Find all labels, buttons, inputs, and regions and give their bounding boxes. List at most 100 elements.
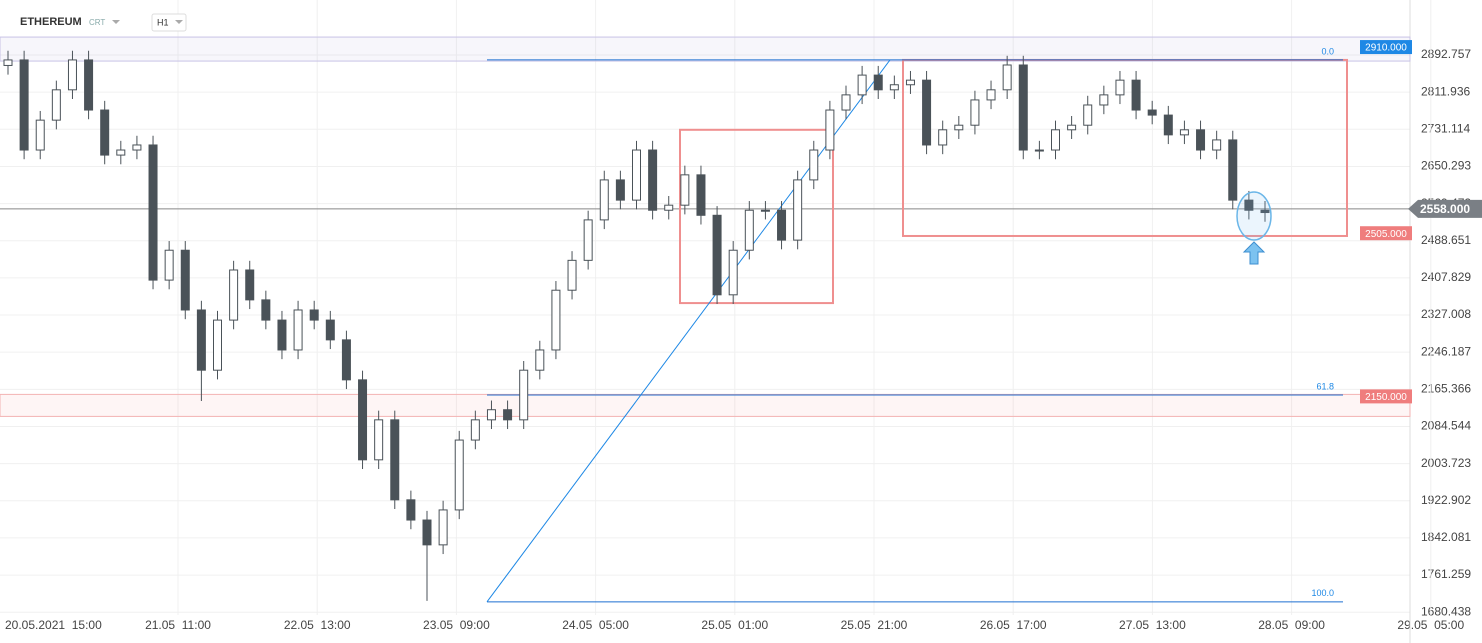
candle-body <box>486 409 496 421</box>
candle-body <box>438 509 448 546</box>
candle-body <box>422 519 432 546</box>
candle-body <box>341 339 351 381</box>
candle-body <box>213 319 222 371</box>
y-tick-label: 1761.259 <box>1421 567 1471 581</box>
candle-body <box>857 74 867 96</box>
x-tick-label: 26.05 17:00 <box>980 618 1047 632</box>
candle-body <box>1002 64 1012 91</box>
price-tag-label: 2910.000 <box>1365 43 1407 54</box>
candle-body <box>519 369 529 421</box>
y-tick-label: 2731.114 <box>1421 121 1470 135</box>
candle-body <box>503 409 513 421</box>
y-tick-label: 2811.936 <box>1421 84 1470 98</box>
candle-body <box>1163 114 1173 136</box>
candle-body <box>873 74 883 91</box>
price-tag <box>1360 40 1412 55</box>
candle-body <box>116 149 126 156</box>
candle-body <box>1196 129 1206 151</box>
candle-body <box>1212 139 1222 151</box>
symbol: ETHEREUM <box>20 16 82 28</box>
candle-body <box>696 174 706 216</box>
candle-body <box>728 249 738 296</box>
candle-body <box>1228 139 1238 201</box>
candle-body <box>1147 109 1157 116</box>
candle-body <box>744 209 754 251</box>
candle-body <box>760 209 770 212</box>
x-tick-label: 29.05 05:00 <box>1397 618 1464 632</box>
x-tick-label: 27.05 13:00 <box>1119 618 1186 632</box>
range-box <box>679 128 834 305</box>
candle-body <box>922 79 932 146</box>
y-tick-label: 1680.438 <box>1421 604 1471 618</box>
price-tag-label: 2505.000 <box>1365 229 1407 240</box>
candle-body <box>1083 104 1093 126</box>
candle-body <box>583 219 593 261</box>
price-tag-label: 2558.000 <box>1420 202 1470 216</box>
candle-body <box>889 84 899 91</box>
dropdown-icon[interactable] <box>175 20 183 24</box>
candle-body <box>84 59 94 111</box>
candle-body <box>551 289 561 351</box>
candle-body <box>535 349 545 371</box>
x-tick-label: 22.05 13:00 <box>284 618 351 632</box>
candle-body <box>712 214 722 296</box>
candle-body <box>51 89 61 121</box>
candle-body <box>3 59 13 66</box>
dropdown-icon[interactable] <box>112 20 120 24</box>
candle-body <box>35 119 45 151</box>
candle-body <box>277 319 287 351</box>
y-tick-label: 1842.081 <box>1421 530 1471 544</box>
candle-body <box>986 89 996 101</box>
highlight-circle <box>1236 191 1272 241</box>
x-tick-label: 28.05 09:00 <box>1258 618 1325 632</box>
x-tick-label: 24.05 05:00 <box>562 618 629 632</box>
price-tag <box>1360 226 1412 241</box>
candle-body <box>905 79 915 86</box>
interval-select[interactable] <box>151 13 187 32</box>
candle-body <box>148 144 158 281</box>
y-tick-label: 2084.544 <box>1421 419 1471 433</box>
candle-body <box>196 309 206 371</box>
candle-body <box>1034 149 1044 152</box>
candle-body <box>67 59 77 91</box>
candle-body <box>825 109 835 151</box>
candle-body <box>358 379 368 461</box>
y-tick-label: 1922.902 <box>1421 493 1471 507</box>
x-tick-label: 23.05 09:00 <box>423 618 490 632</box>
candle-body <box>229 269 239 321</box>
candle-body <box>954 124 964 131</box>
fib-label: 61.8 <box>1316 381 1334 391</box>
y-tick-label: 2650.293 <box>1421 159 1471 173</box>
candle-body <box>19 59 29 151</box>
zone-band <box>0 393 1411 417</box>
y-tick-label: 2892.757 <box>1421 47 1471 61</box>
trend-line <box>486 59 891 603</box>
y-tick-label: 2488.651 <box>1421 233 1471 247</box>
candle-body <box>615 179 625 201</box>
y-tick-label: 2407.829 <box>1421 270 1471 284</box>
candle-body <box>309 309 319 321</box>
candle-body <box>100 109 110 156</box>
price-tag <box>1408 199 1482 218</box>
chart-type[interactable]: CRT <box>89 18 105 27</box>
x-tick-label: 20.05.2021 15:00 <box>5 618 102 632</box>
candle-body <box>470 419 480 441</box>
y-tick-label: 2165.366 <box>1421 382 1471 396</box>
x-tick-label: 21.05 11:00 <box>145 618 211 632</box>
y-tick-label: 2327.008 <box>1421 307 1471 321</box>
candle-body <box>1051 129 1060 151</box>
candle-body <box>1244 199 1254 211</box>
x-tick-label: 25.05 01:00 <box>701 618 768 632</box>
candle-body <box>1131 79 1141 111</box>
price-tag <box>1360 389 1412 404</box>
candle-body <box>1099 94 1109 106</box>
candle-body <box>809 149 819 181</box>
candle-body <box>374 419 384 461</box>
candle-body <box>567 259 577 291</box>
fib-label: 0.0 <box>1321 46 1334 56</box>
interval[interactable]: H1 <box>157 17 169 27</box>
candle-body <box>632 149 641 201</box>
